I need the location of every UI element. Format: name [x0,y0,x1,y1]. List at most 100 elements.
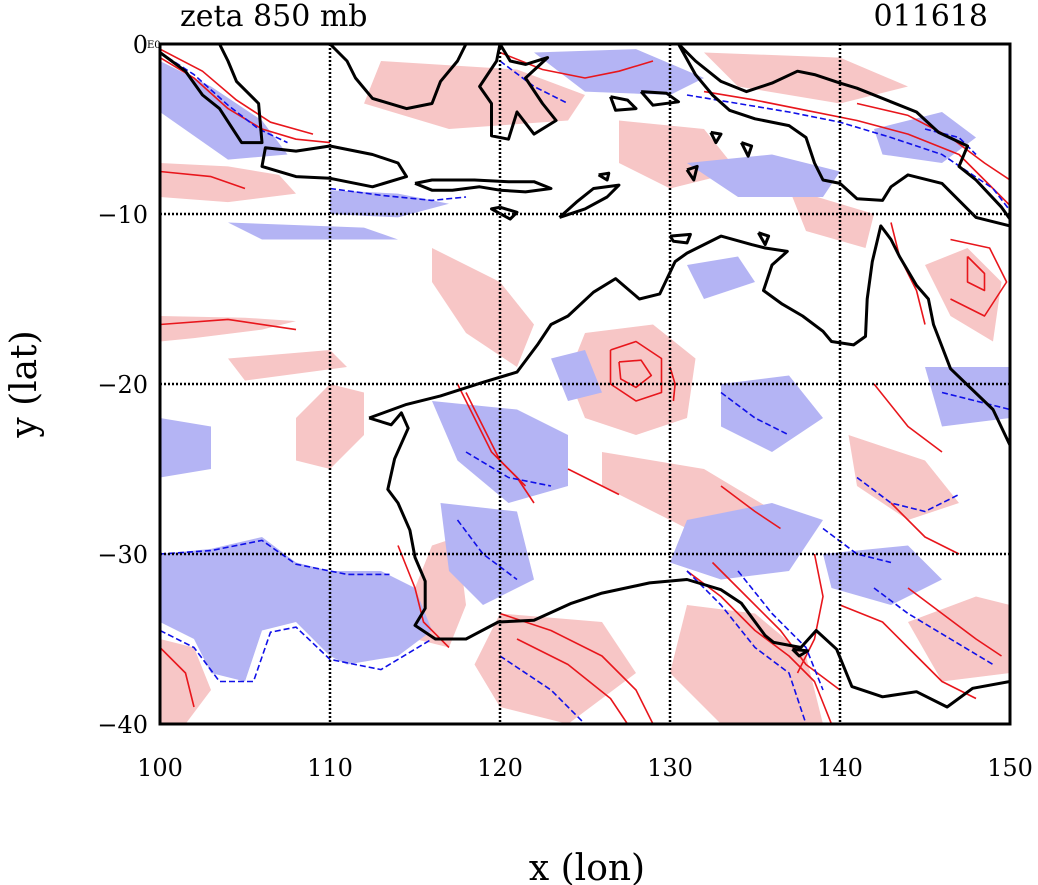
negative-vorticity-region [925,367,1010,427]
negative-contour-line [720,391,790,436]
positive-contour-line [618,359,653,389]
negative-vorticity-region [823,545,942,605]
negative-contour-line [686,94,1010,212]
x-axis-label: x (lon) [529,848,645,885]
negative-contour-line [329,187,467,202]
negative-contour-line [456,519,518,581]
negative-vorticity-region [687,154,840,197]
positive-contour-line [160,646,195,708]
negative-contour-line [499,655,586,724]
coastline-layer [160,44,1010,709]
negative-vorticity-region [687,256,755,299]
y-tick-label: −10 [97,201,148,229]
negative-vorticity-region [228,222,398,240]
y-tick-labels: 0 −10 −20 −30 −40 [97,31,148,739]
positive-vorticity-region [848,435,959,520]
x-tick-labels: 100 110 120 130 140 150 [137,754,1033,782]
coastline [639,90,680,107]
x-tick-label: 110 [307,754,353,782]
positive-vorticity-region [364,61,585,129]
coastline [328,44,468,111]
negative-vorticity-region [534,49,704,95]
y-tick-label: −40 [97,711,148,739]
coastline [558,183,621,219]
y-tick-label: 0 [133,31,148,59]
positive-contour-line [890,502,960,555]
coastline [368,224,1010,709]
negative-contour-line [873,587,994,666]
positive-vorticity-region [568,324,696,435]
positive-contour-line [499,612,654,724]
coastline [160,44,264,145]
negative-vorticity-region [160,61,288,160]
negative-vorticity-region [670,503,823,580]
negative-vorticity-region [721,375,823,452]
positive-contour-line [711,561,841,691]
positive-vorticity-region [789,188,874,248]
coastline [597,171,611,182]
negative-contour-line [465,451,552,487]
positive-contour-line [839,604,977,700]
positive-vorticity-region [474,613,636,724]
positive-contour-line [465,392,527,487]
positive-contour-line [160,318,297,331]
plot-frame [158,42,1012,726]
coastline [490,205,519,221]
coastline [740,141,754,158]
coastline [478,44,558,141]
positive-contour-layer [160,48,1010,724]
positive-contour-line [703,90,1010,207]
positive-contour-line [950,238,1008,317]
negative-vorticity-region [551,350,602,401]
positive-vorticity-region [908,596,1010,682]
negative-contour-line [737,570,824,691]
positive-contour-line [456,383,535,504]
negative-contour-line [160,51,288,144]
x-tick-label: 140 [817,754,863,782]
x-tick-label: 100 [137,754,183,782]
positive-vorticity-region [432,248,534,367]
y-axis-label: y (lat) [4,330,45,438]
positive-contour-line [686,570,833,724]
positive-vorticity-region [228,350,347,381]
coastline [757,231,771,247]
positive-vorticity-region [296,384,364,469]
coastline [260,144,408,189]
coastline [668,232,692,245]
positive-vorticity-region [670,605,823,724]
negative-contour-line [160,539,390,576]
negative-vorticity-region [330,190,449,218]
negative-contour-line [822,527,892,564]
positive-contour-line [160,48,314,135]
positive-vorticity-region [704,52,908,104]
negative-fill-layer [160,49,1010,682]
map-layer [160,44,1010,724]
coastline [677,44,1010,228]
coastline [791,647,810,658]
positive-contour-line [796,553,824,674]
coastline [709,130,723,145]
negative-vorticity-region [160,537,432,682]
coastline [414,178,553,194]
positive-contour-line [160,170,246,190]
negative-contour-line [160,626,433,683]
positive-contour-line [873,383,943,453]
x-tick-label: 120 [477,754,523,782]
negative-vorticity-region [160,418,211,478]
positive-contour-line [907,587,1002,657]
positive-contour-line [609,340,663,402]
x-tick-label: 130 [647,754,693,782]
y-tick-label: −20 [97,371,148,399]
positive-contour-line [397,545,450,649]
negative-contour-line [941,391,1010,411]
chart-title-left: zeta 850 mb [180,0,368,34]
negative-contour-line [686,570,807,724]
coastline [609,95,638,112]
chart-title-right: 011618 [873,0,988,34]
negative-contour-line [499,60,569,105]
positive-contour-line [720,485,781,530]
negative-contour-line [856,476,960,513]
x-tick-label: 150 [987,754,1033,782]
coastline [685,164,699,182]
